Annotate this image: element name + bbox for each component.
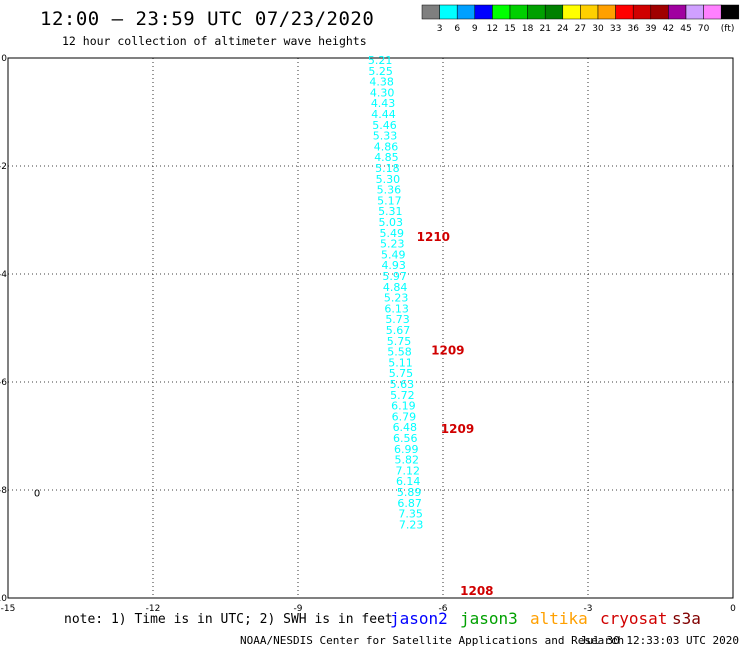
legend-label: 12 (487, 24, 498, 34)
data-point-label: 4.38 (369, 76, 394, 89)
satellite-cryosat: cryosat (600, 609, 668, 628)
data-point-label: 5.82 (395, 454, 420, 467)
legend-label: 30 (592, 24, 604, 34)
satellite-jason3: jason3 (460, 609, 518, 628)
satellite-s3a: s3a (672, 609, 701, 628)
data-point-label: 5.73 (385, 313, 410, 326)
x-tick-label: 0 (730, 604, 736, 614)
time-annotation: 1210 (417, 230, 450, 244)
data-point-label: 6.79 (392, 410, 417, 423)
satellite-jason2: jason2 (390, 609, 448, 628)
x-tick-label: -6 (439, 604, 448, 614)
x-tick-label: -12 (146, 604, 161, 614)
y-tick-label: 0 (1, 54, 7, 64)
footer-timestamp: Jul 30 12:33:03 UTC 2020 (580, 634, 739, 647)
time-annotation: 1209 (431, 344, 464, 358)
extra-data-label: 0 (34, 489, 40, 500)
legend-label: 70 (698, 24, 710, 34)
y-tick-label: -2 (0, 162, 7, 172)
time-annotation: 1208 (460, 584, 493, 598)
page-title: 12:00 – 23:59 UTC 07/23/2020 (40, 8, 375, 30)
data-point-label: 4.84 (383, 281, 408, 294)
data-point-label: 4.93 (381, 259, 406, 272)
y-tick-label: -8 (0, 486, 7, 496)
legend-label: 9 (472, 24, 478, 34)
data-point-label: 4.30 (370, 86, 395, 99)
y-tick-label: -4 (0, 270, 7, 280)
data-point-label: 7.23 (399, 518, 424, 531)
data-point-label: 7.12 (395, 464, 420, 477)
data-point-label: 5.23 (380, 238, 405, 251)
legend-swatch (720, 4, 740, 20)
data-point-label: 6.14 (396, 475, 421, 488)
data-point-label: 5.75 (389, 367, 414, 380)
legend-label: 15 (504, 24, 515, 34)
data-point-label: 5.97 (382, 270, 407, 283)
data-point-label: 4.85 (374, 151, 399, 164)
x-tick-label: -3 (584, 604, 593, 614)
data-point-label: 6.19 (391, 400, 416, 413)
data-point-label: 5.36 (377, 184, 402, 197)
y-tick-label: -6 (0, 378, 7, 388)
legend-label: 21 (539, 24, 550, 34)
y-tick-label: -10 (0, 594, 7, 604)
data-point-label: 4.86 (374, 140, 399, 153)
legend-label: 39 (645, 24, 657, 34)
legend-label: 45 (680, 24, 691, 34)
page-subtitle: 12 hour collection of altimeter wave hei… (62, 34, 367, 48)
data-point-label: 5.23 (384, 292, 409, 305)
data-point-label: 5.46 (372, 119, 397, 132)
data-point-label: 5.49 (381, 248, 406, 261)
footer-note: note: 1) Time is in UTC; 2) SWH is in fe… (64, 612, 393, 627)
x-tick-label: -15 (1, 604, 16, 614)
data-point-label: 4.43 (371, 97, 396, 110)
data-point-label: 5.17 (377, 194, 402, 207)
data-point-label: 5.25 (368, 65, 393, 78)
legend-label: 42 (663, 24, 674, 34)
data-point-label: 6.99 (394, 443, 419, 456)
data-point-label: 5.63 (390, 378, 415, 391)
data-point-label: 6.13 (384, 302, 409, 315)
legend-label: 24 (557, 24, 569, 34)
legend-unit: (ft) (721, 24, 735, 34)
legend-label: 18 (522, 24, 534, 34)
data-point-label: 6.56 (393, 432, 418, 445)
data-point-label: 5.72 (390, 389, 415, 402)
legend-label: 33 (610, 24, 621, 34)
data-point-label: 5.11 (388, 356, 413, 369)
data-point-label: 5.18 (375, 162, 400, 175)
time-annotation: 1209 (441, 422, 474, 436)
data-point-label: 5.49 (380, 227, 405, 240)
x-tick-label: -9 (294, 604, 303, 614)
footer-credit: NOAA/NESDIS Center for Satellite Applica… (240, 634, 625, 647)
legend-label: 27 (575, 24, 586, 34)
legend-label: 3 (437, 24, 443, 34)
data-point-label: 5.67 (386, 324, 411, 337)
data-point-label: 5.58 (387, 346, 412, 359)
data-point-label: 5.89 (397, 486, 422, 499)
data-point-label: 7.35 (398, 508, 423, 521)
data-point-label: 5.75 (387, 335, 412, 348)
data-point-label: 5.30 (376, 173, 401, 186)
data-point-label: 6.87 (397, 497, 422, 510)
color-legend: 3 6 9 12 15 18 21 24 27 30 33 36 39 42 45 70 (ft) (421, 4, 740, 34)
data-point-label: 5.03 (379, 216, 404, 229)
plot-frame (7, 57, 734, 599)
data-point-label: 5.21 (368, 54, 393, 67)
legend-label: 6 (454, 24, 460, 34)
satellite-altika: altika (530, 609, 588, 628)
legend-label: 36 (627, 24, 639, 34)
data-point-label: 5.31 (378, 205, 403, 218)
data-point-label: 4.44 (371, 108, 396, 121)
data-point-label: 5.33 (373, 130, 398, 143)
data-point-label: 6.48 (393, 421, 418, 434)
